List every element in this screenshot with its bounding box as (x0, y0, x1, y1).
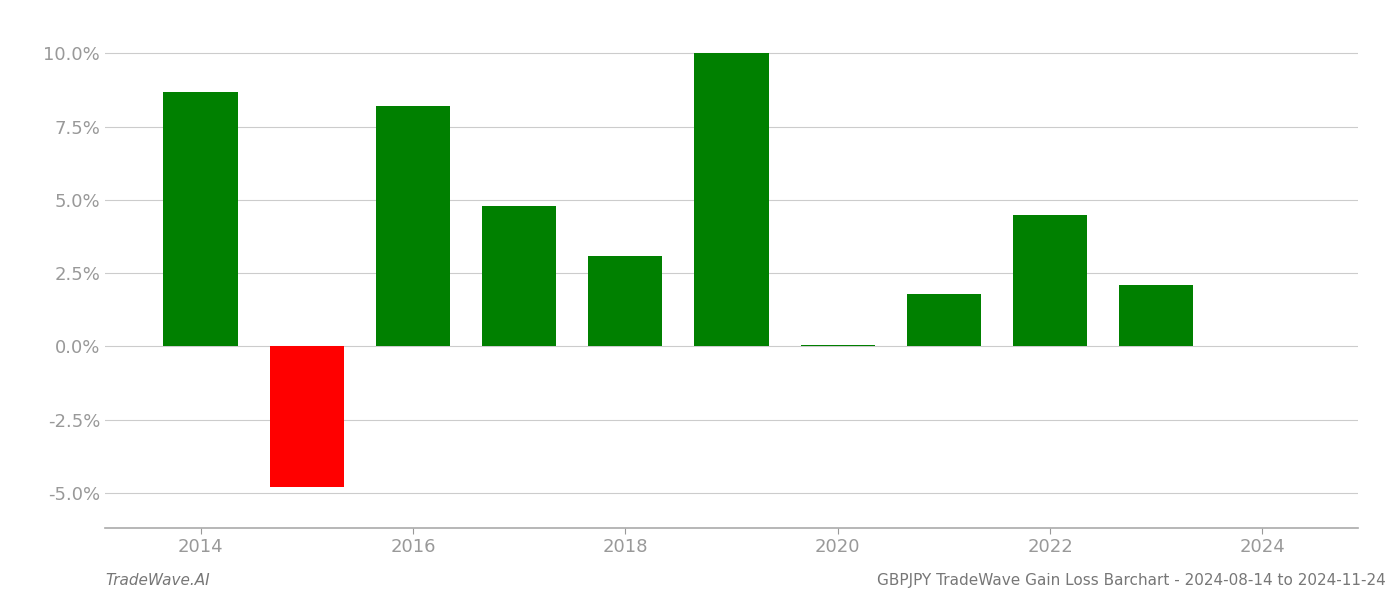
Bar (1119, 285, 1193, 346)
Bar (375, 106, 451, 346)
Bar (801, 345, 875, 346)
Bar (694, 53, 769, 346)
Bar (270, 346, 344, 487)
Bar (482, 206, 556, 346)
Bar (907, 293, 981, 346)
Bar (588, 256, 662, 346)
Text: GBPJPY TradeWave Gain Loss Barchart - 2024-08-14 to 2024-11-24: GBPJPY TradeWave Gain Loss Barchart - 20… (878, 573, 1386, 588)
Text: TradeWave.AI: TradeWave.AI (105, 573, 210, 588)
Bar (164, 92, 238, 346)
Bar (1012, 215, 1088, 346)
